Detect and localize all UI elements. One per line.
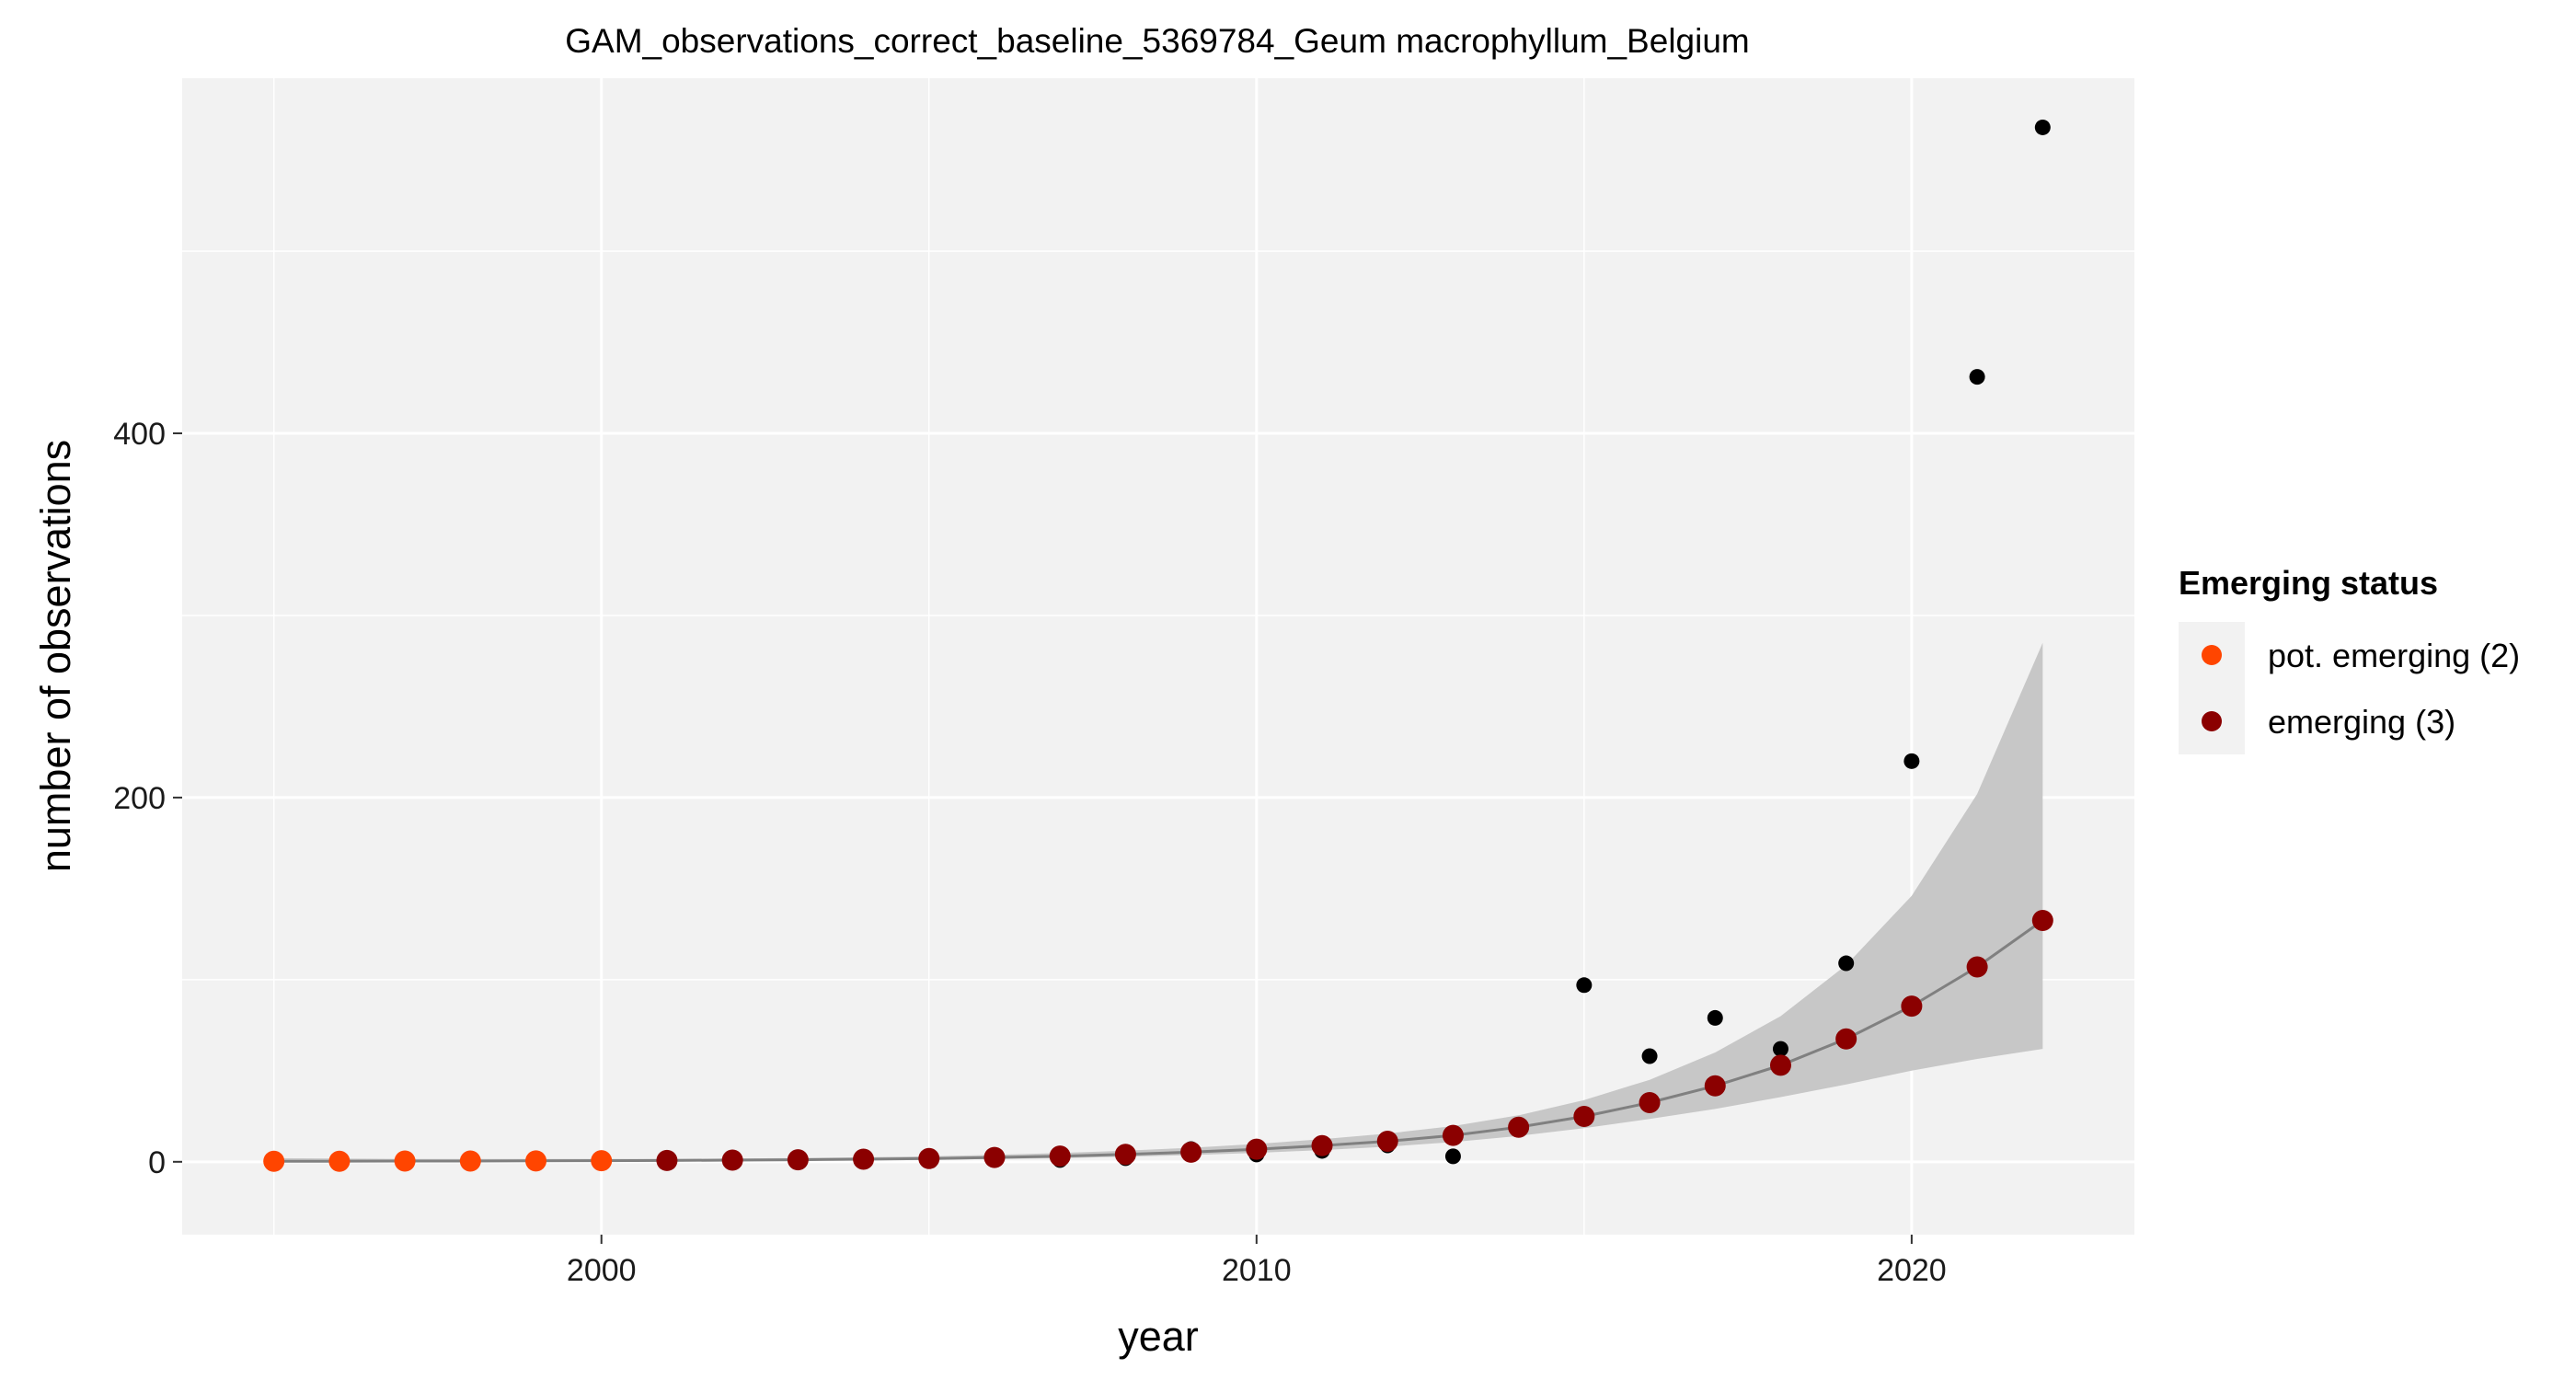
fitted-point-2004	[853, 1148, 875, 1170]
y-tick-label-0: 0	[148, 1145, 166, 1180]
legend-label-pot-emerging: pot. emerging (2)	[2268, 637, 2520, 674]
fitted-point-2000	[591, 1150, 613, 1172]
x-tick-label-2020: 2020	[1877, 1253, 1947, 1288]
y-axis: 0 200 400	[113, 417, 182, 1180]
observation-point-2020	[1903, 753, 1920, 769]
fitted-point-2014	[1508, 1116, 1530, 1138]
observation-point-2015	[1576, 977, 1593, 994]
y-axis-title: number of observations	[32, 440, 79, 872]
fitted-point-1995	[263, 1150, 285, 1172]
observation-point-2018	[1772, 1041, 1788, 1057]
fitted-point-2012	[1376, 1130, 1398, 1152]
fitted-point-1996	[328, 1150, 351, 1172]
fitted-point-2008	[1114, 1144, 1136, 1166]
legend-key-emerging	[2202, 711, 2222, 731]
x-axis-title: year	[1118, 1313, 1199, 1360]
observation-point-2021	[1969, 369, 1985, 385]
fitted-point-2019	[1835, 1028, 1857, 1050]
fitted-point-2018	[1769, 1054, 1791, 1076]
grid-minor	[182, 78, 2134, 1235]
legend: Emerging status pot. emerging (2) emergi…	[2179, 564, 2520, 754]
x-tick-label-2000: 2000	[567, 1253, 637, 1288]
observation-point-2016	[1641, 1048, 1658, 1064]
legend-key-pot-emerging	[2202, 645, 2222, 665]
fitted-point-2016	[1639, 1091, 1661, 1113]
y-tick-label-400: 400	[113, 417, 166, 452]
fitted-point-1999	[525, 1150, 547, 1172]
fitted-point-1997	[394, 1150, 416, 1172]
legend-title: Emerging status	[2179, 564, 2438, 602]
grid-major	[182, 78, 2134, 1235]
fitted-point-2002	[721, 1149, 743, 1171]
chart-title: GAM_observations_correct_baseline_536978…	[565, 22, 1749, 60]
observation-point-2017	[1707, 1009, 1723, 1026]
fitted-point-1998	[459, 1150, 481, 1172]
fitted-point-2003	[787, 1149, 809, 1171]
observation-point-2013	[1444, 1148, 1461, 1165]
observation-point-2019	[1838, 955, 1855, 972]
fitted-point-2010	[1246, 1138, 1268, 1160]
fitted-point-2005	[918, 1147, 940, 1169]
fitted-point-2015	[1573, 1106, 1595, 1128]
fitted-points	[263, 910, 2053, 1172]
legend-key-background	[2179, 622, 2245, 754]
fitted-point-2017	[1704, 1075, 1726, 1097]
fitted-point-2021	[1966, 956, 1988, 978]
fitted-point-2001	[656, 1149, 678, 1171]
fitted-point-2020	[1901, 995, 1923, 1018]
y-tick-label-200: 200	[113, 781, 166, 816]
fit-line	[273, 919, 2044, 1163]
x-tick-label-2010: 2010	[1222, 1253, 1292, 1288]
observation-point-2022	[2034, 119, 2051, 135]
x-axis: 2000 2010 2020	[567, 1235, 1947, 1288]
fit-line-layer	[273, 919, 2044, 1163]
legend-label-emerging: emerging (3)	[2268, 703, 2455, 741]
fitted-point-2006	[983, 1146, 1006, 1168]
fitted-point-2011	[1311, 1134, 1333, 1156]
fitted-point-2013	[1442, 1124, 1464, 1146]
fitted-point-2022	[2031, 910, 2053, 932]
fitted-point-2007	[1049, 1145, 1071, 1167]
fitted-point-2009	[1180, 1141, 1202, 1163]
